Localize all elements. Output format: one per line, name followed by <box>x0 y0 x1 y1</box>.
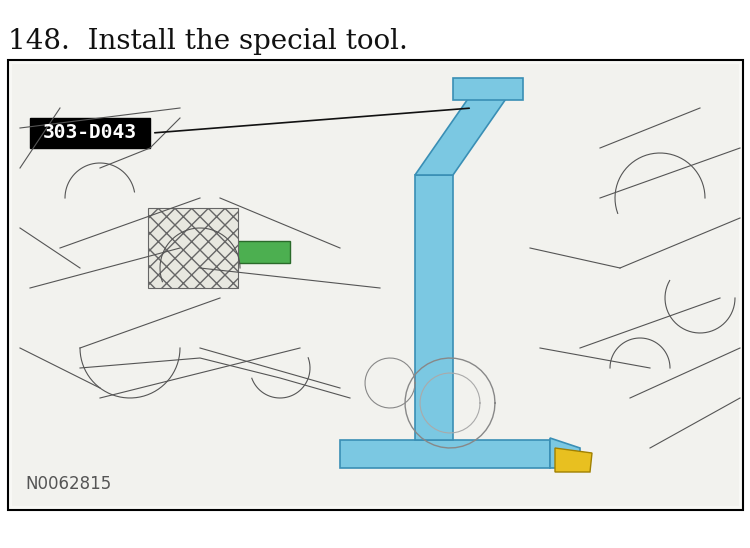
Text: 148.  Install the special tool.: 148. Install the special tool. <box>8 28 408 55</box>
Bar <box>225 241 290 263</box>
Bar <box>8 60 743 510</box>
Text: N0062815: N0062815 <box>25 475 111 493</box>
Polygon shape <box>555 448 592 472</box>
Text: 303-D043: 303-D043 <box>43 123 137 142</box>
Bar <box>453 78 523 100</box>
Bar <box>415 175 453 440</box>
Bar <box>148 208 238 288</box>
Polygon shape <box>550 438 580 468</box>
Bar <box>12 64 739 506</box>
Bar <box>340 440 550 468</box>
Polygon shape <box>415 93 510 175</box>
FancyBboxPatch shape <box>30 118 150 148</box>
